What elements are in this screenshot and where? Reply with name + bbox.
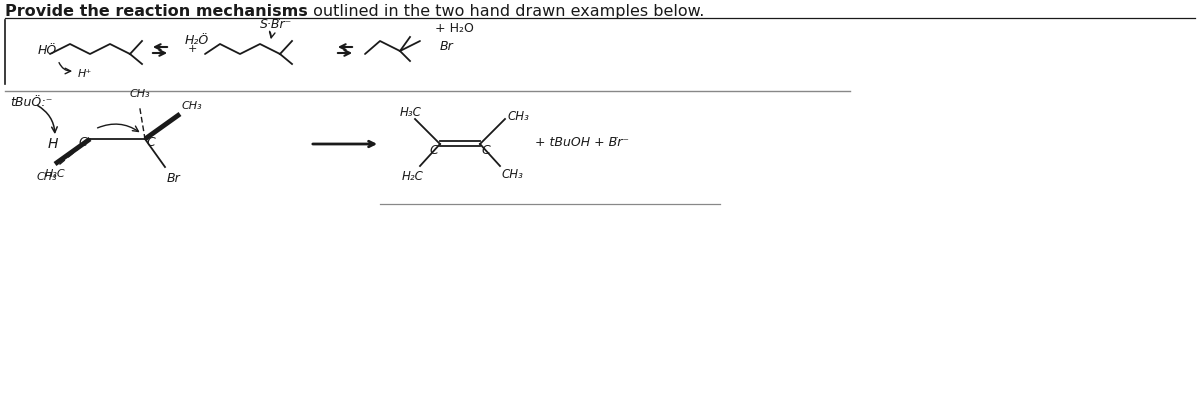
Text: H₃C: H₃C (400, 106, 422, 119)
Text: CH₃: CH₃ (130, 89, 151, 99)
Text: Provide the reaction mechanisms: Provide the reaction mechanisms (5, 4, 307, 19)
Text: C: C (481, 145, 490, 158)
Text: C: C (146, 135, 155, 148)
Text: CH₃: CH₃ (182, 101, 203, 111)
Text: H₃C: H₃C (46, 169, 66, 179)
Text: + H₂O: + H₂O (436, 23, 474, 36)
Text: CH₃: CH₃ (502, 168, 524, 181)
Text: H⁺: H⁺ (78, 69, 92, 79)
Text: tBuÖ:⁻: tBuÖ:⁻ (10, 96, 53, 109)
Text: Br: Br (440, 41, 454, 54)
Text: outlined in the two hand drawn examples below.: outlined in the two hand drawn examples … (308, 4, 704, 19)
Text: +: + (188, 44, 197, 54)
Text: + tBuOH + B̈r⁻: + tBuOH + B̈r⁻ (535, 135, 629, 148)
Text: H₂C: H₂C (402, 170, 424, 183)
Text: Br: Br (167, 172, 181, 185)
Text: C: C (430, 145, 438, 158)
Text: CH₃: CH₃ (508, 109, 530, 122)
Text: S·B̈r⁻: S·B̈r⁻ (260, 18, 293, 31)
Text: C: C (78, 135, 88, 148)
Text: H₂Ö: H₂Ö (185, 34, 209, 47)
Text: CH₃: CH₃ (37, 172, 58, 182)
Text: H: H (48, 137, 59, 151)
Text: HÖ: HÖ (38, 44, 58, 57)
